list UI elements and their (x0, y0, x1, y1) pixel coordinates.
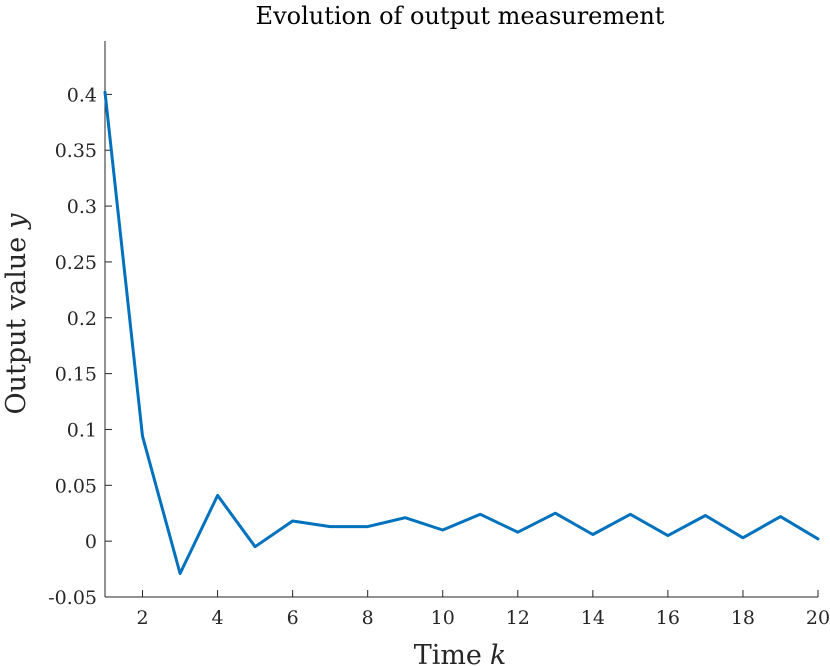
x-tick-label: 10 (431, 607, 455, 629)
series-line (103, 90, 820, 575)
x-tick-label: 12 (506, 607, 530, 629)
series-group (103, 90, 820, 575)
x-tick-label: 16 (656, 607, 680, 629)
y-axis-label-variable: y (1, 213, 32, 230)
y-tick-label: 0.25 (55, 252, 97, 274)
x-tick-label: 4 (212, 607, 224, 629)
y-tick-label: -0.05 (48, 587, 97, 609)
x-axis-label: Time k (414, 640, 507, 666)
y-tick-label: 0.05 (55, 475, 97, 497)
x-tick-label: 2 (136, 607, 148, 629)
x-axis-label-text: Time (414, 640, 482, 666)
x-tick-label: 18 (731, 607, 755, 629)
x-tick-label: 14 (581, 607, 605, 629)
chart-title: Evolution of output measurement (256, 2, 665, 30)
y-tick-label: 0.15 (55, 364, 97, 386)
x-tick-label: 6 (287, 607, 299, 629)
x-axis-label-variable: k (490, 640, 506, 666)
x-tick-label: 8 (362, 607, 374, 629)
y-tick-label: 0.4 (67, 84, 97, 106)
y-axis-label-text: Output value (1, 237, 32, 415)
y-tick-label: 0.1 (67, 419, 97, 441)
y-axis-label: Output value y (1, 213, 32, 415)
y-tick-label: 0.3 (67, 196, 97, 218)
y-tick-label: 0 (85, 531, 97, 553)
axes (104, 41, 818, 598)
x-tick-label: 20 (806, 607, 830, 629)
y-tick-label: 0.35 (55, 140, 97, 162)
x-axis-ticks: 2 4 6 8 10 12 14 16 18 20 (136, 590, 830, 629)
y-axis-ticks: -0.05 0 0.05 0.1 0.15 0.2 0.25 0.3 0.35 0.4 (48, 84, 112, 609)
y-tick-label: 0.2 (67, 308, 97, 330)
